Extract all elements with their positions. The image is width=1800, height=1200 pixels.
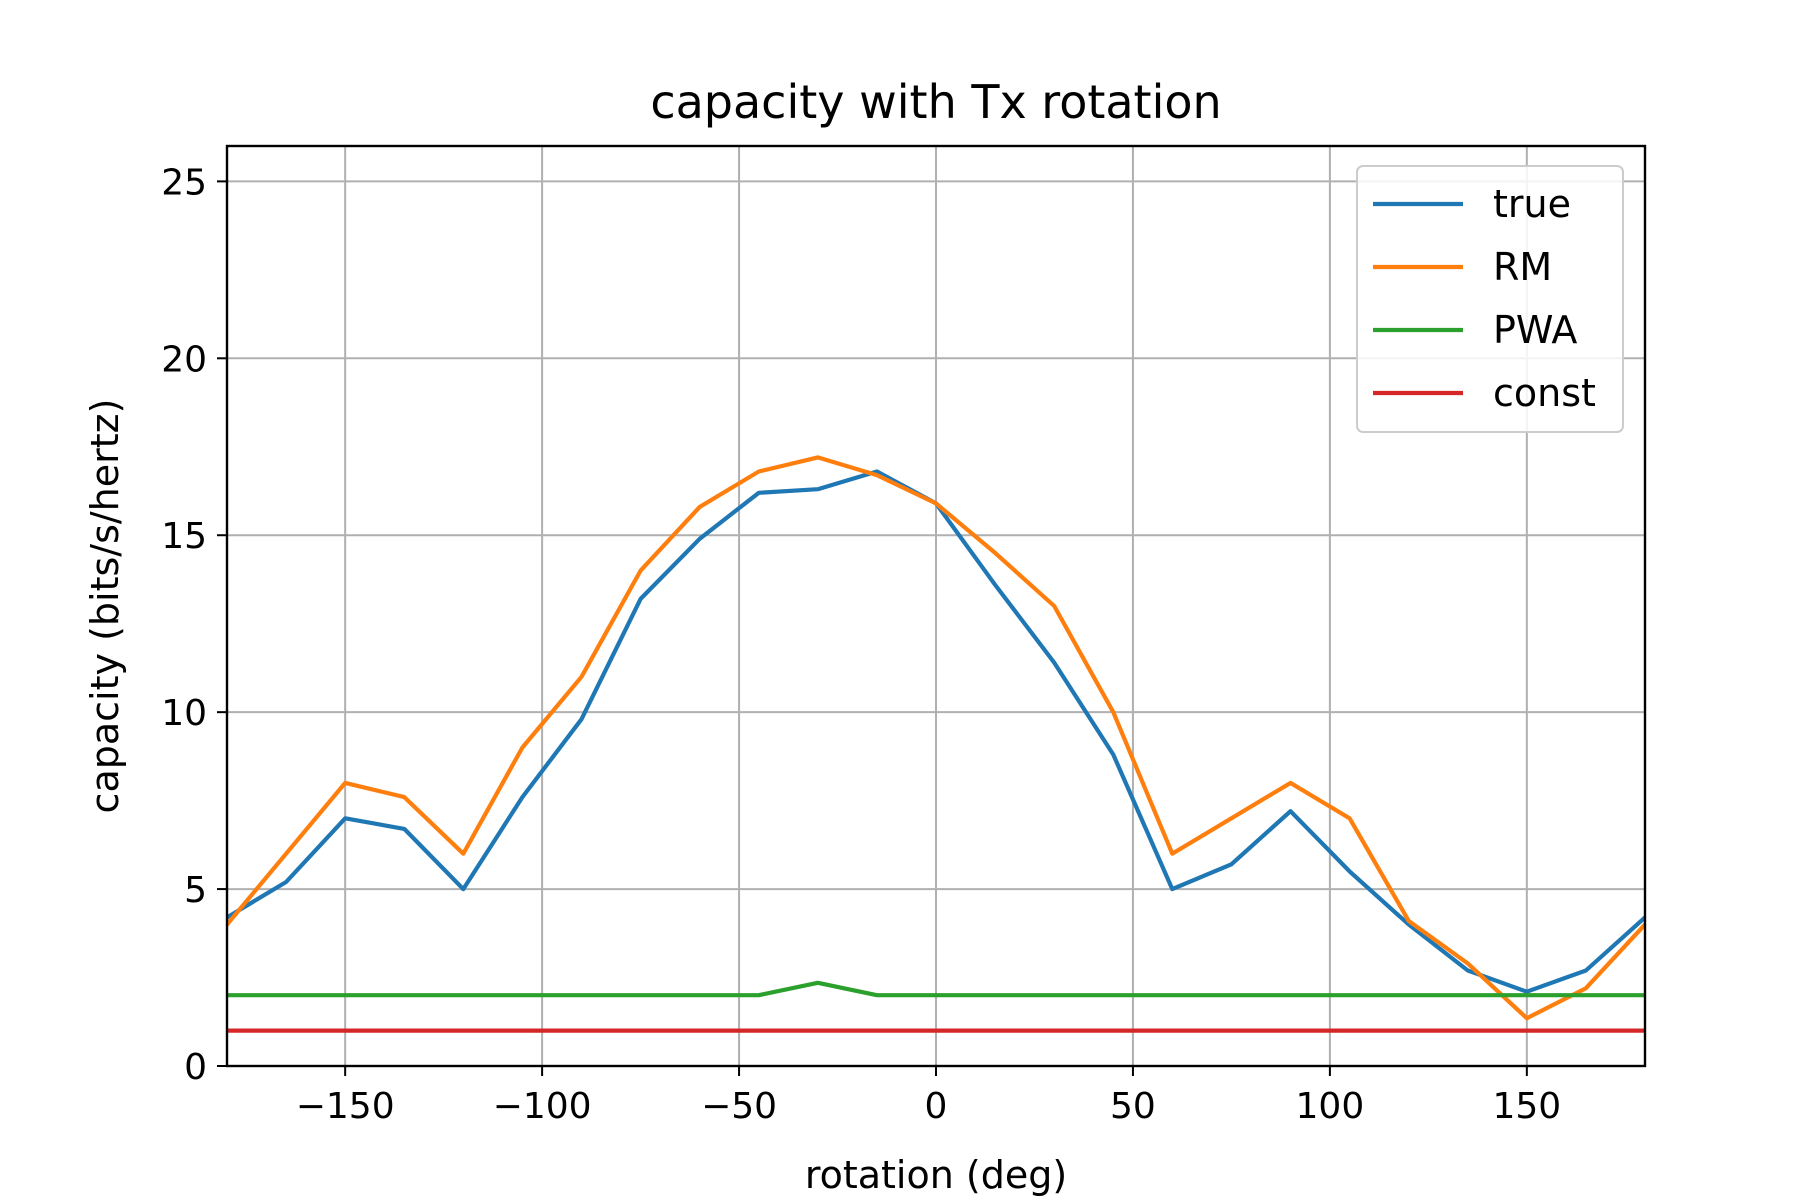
series-line-pwa — [227, 980, 1645, 998]
x-tick-label: −50 — [701, 1086, 777, 1127]
x-tick-label: 50 — [1110, 1086, 1156, 1127]
chart-title: capacity with Tx rotation — [650, 75, 1221, 129]
legend-label-rm: RM — [1493, 245, 1552, 289]
legend: true RM PWA const — [1356, 165, 1624, 433]
y-tick-label: 0 — [184, 1047, 207, 1088]
x-tick-label: 150 — [1492, 1086, 1561, 1127]
legend-label-true: true — [1493, 182, 1571, 226]
series-line-rm — [227, 455, 1645, 1021]
x-axis-label: rotation (deg) — [805, 1153, 1067, 1197]
y-tick-label: 15 — [161, 516, 207, 557]
y-tick-label: 25 — [161, 162, 207, 203]
y-tick-label: 20 — [161, 339, 207, 380]
legend-label-const: const — [1493, 371, 1596, 415]
x-tick-label: 100 — [1296, 1086, 1365, 1127]
y-axis-label: capacity (bits/s/hertz) — [83, 399, 127, 814]
series-lines — [227, 455, 1645, 1033]
y-tick-label: 10 — [161, 693, 207, 734]
x-tick-label: −150 — [296, 1086, 395, 1127]
legend-label-pwa: PWA — [1493, 308, 1577, 352]
x-tick-label: −100 — [493, 1086, 592, 1127]
axis-ticks: −150 −100 −50 0 50 100 150 0 5 10 15 20 25 — [161, 162, 1561, 1127]
x-tick-label: 0 — [925, 1086, 948, 1127]
y-tick-label: 5 — [184, 870, 207, 911]
legend-box — [1356, 165, 1624, 433]
